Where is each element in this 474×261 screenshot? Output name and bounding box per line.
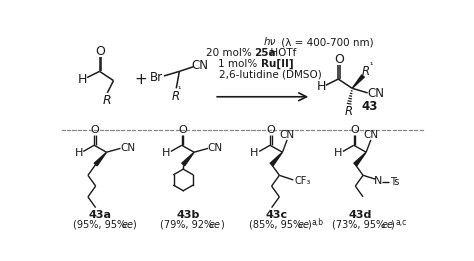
Text: 43d: 43d — [348, 210, 372, 220]
Text: H: H — [78, 73, 87, 86]
Text: +: + — [134, 72, 147, 87]
Text: CN: CN — [367, 87, 384, 100]
Text: O: O — [91, 125, 99, 135]
Text: H: H — [162, 148, 170, 158]
Text: (95%, 95%: (95%, 95% — [73, 220, 128, 230]
Text: (λ = 400-700 nm): (λ = 400-700 nm) — [278, 37, 374, 47]
Text: ): ) — [133, 220, 137, 230]
Text: ·HOTf: ·HOTf — [268, 48, 297, 58]
Text: R: R — [344, 105, 352, 118]
Text: ): ) — [220, 220, 224, 230]
Text: Br: Br — [150, 71, 164, 84]
Text: 2,6-lutidine (DMSO): 2,6-lutidine (DMSO) — [219, 69, 321, 79]
Text: CF₃: CF₃ — [294, 176, 311, 186]
Text: ee: ee — [121, 220, 134, 230]
Text: N: N — [374, 176, 383, 186]
Text: O: O — [266, 125, 275, 135]
Polygon shape — [94, 152, 107, 166]
Text: 43c: 43c — [265, 210, 287, 220]
Text: R: R — [362, 65, 370, 78]
Text: H: H — [74, 148, 83, 158]
Text: 43a: 43a — [89, 210, 112, 220]
Text: Ts: Ts — [390, 177, 400, 187]
Polygon shape — [182, 152, 194, 166]
Text: CN: CN — [192, 59, 209, 72]
Text: 43b: 43b — [176, 210, 200, 220]
Text: CN: CN — [208, 143, 223, 153]
Text: O: O — [350, 125, 359, 135]
Polygon shape — [354, 152, 366, 166]
Text: a,b: a,b — [312, 218, 324, 227]
Text: 25a: 25a — [255, 48, 276, 58]
Text: (79%, 92%: (79%, 92% — [160, 220, 216, 230]
Text: Ru[II]: Ru[II] — [261, 58, 293, 69]
Text: hν: hν — [264, 37, 276, 47]
Text: 1 mol%: 1 mol% — [218, 59, 261, 69]
Text: ee: ee — [297, 220, 310, 230]
Text: ee: ee — [381, 220, 393, 230]
Text: R: R — [172, 90, 180, 103]
Polygon shape — [270, 152, 283, 166]
Polygon shape — [352, 75, 365, 88]
Text: H: H — [250, 148, 259, 158]
Text: CN: CN — [120, 143, 135, 153]
Text: O: O — [334, 52, 344, 66]
Text: ¹: ¹ — [369, 61, 373, 70]
Text: ): ) — [391, 220, 394, 230]
Text: a,c: a,c — [396, 218, 407, 227]
Text: 20 mol%: 20 mol% — [206, 48, 255, 58]
Text: (73%, 95%: (73%, 95% — [332, 220, 388, 230]
FancyArrowPatch shape — [217, 93, 307, 101]
Text: CN: CN — [280, 129, 295, 139]
Text: H: H — [317, 80, 326, 93]
Text: H: H — [334, 148, 342, 158]
Text: R: R — [102, 94, 111, 107]
Text: ee: ee — [209, 220, 221, 230]
Text: O: O — [95, 45, 105, 58]
Text: ¹: ¹ — [177, 85, 180, 94]
Text: 43: 43 — [361, 100, 377, 113]
Text: CN: CN — [363, 129, 378, 139]
Text: O: O — [178, 125, 187, 135]
Text: ): ) — [307, 220, 310, 230]
Text: (85%, 95%: (85%, 95% — [249, 220, 304, 230]
